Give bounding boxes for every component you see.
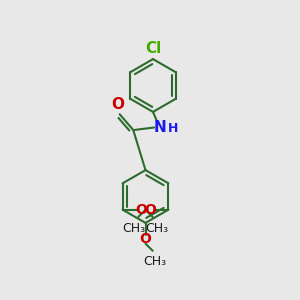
Text: O: O <box>112 97 125 112</box>
Text: O: O <box>140 232 152 246</box>
Text: CH₃: CH₃ <box>146 222 169 235</box>
Text: Cl: Cl <box>145 41 161 56</box>
Text: H: H <box>168 122 178 136</box>
Text: O: O <box>144 203 156 217</box>
Text: CH₃: CH₃ <box>122 222 146 235</box>
Text: N: N <box>153 120 166 135</box>
Text: CH₃: CH₃ <box>143 255 167 268</box>
Text: O: O <box>135 203 147 217</box>
